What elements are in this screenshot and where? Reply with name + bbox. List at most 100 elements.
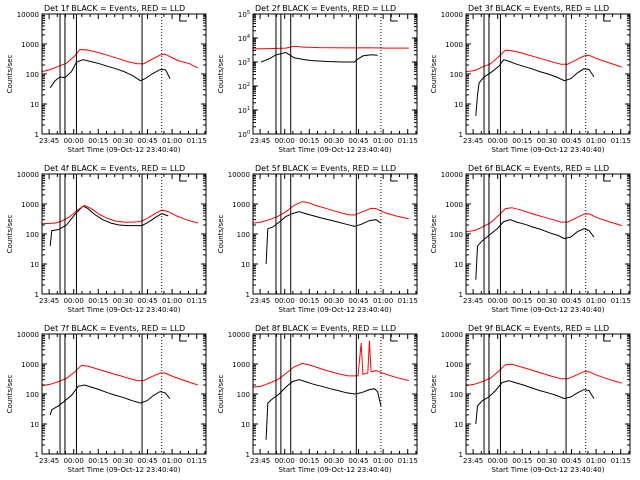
y-tick-label: 100	[238, 130, 250, 139]
series-line-events	[475, 380, 595, 425]
plot-frame	[41, 333, 207, 455]
plot-title: Det 7f BLACK = Events, RED = LLD	[44, 324, 185, 333]
x-tick-label: 01:00	[162, 297, 182, 305]
detector-plot-4: Det 4f BLACK = Events, RED = LLD 1 10 100 10…	[6, 164, 207, 314]
x-tick-label: 00:30	[537, 457, 557, 465]
y-tick-label: 10	[241, 421, 250, 429]
y-tick-label: 10000	[441, 11, 463, 19]
plot-title: Det 2f BLACK = Events, RED = LLD	[255, 4, 396, 13]
y-tick-label: 10	[454, 421, 463, 429]
x-tick-label: 00:30	[537, 297, 557, 305]
x-tick-label: 00:15	[512, 297, 532, 305]
y-tick-label: 101	[238, 106, 250, 115]
x-tick-label: 01:00	[586, 297, 606, 305]
x-tick-label: 23:45	[39, 457, 59, 465]
x-tick-label: 01:15	[611, 297, 631, 305]
x-tick-label: 00:00	[275, 457, 295, 465]
x-tick-label: 01:15	[398, 297, 418, 305]
y-tick-label: 1000	[21, 201, 39, 209]
x-tick-label: 00:00	[488, 137, 508, 145]
x-tick-label: 00:30	[537, 137, 557, 145]
plot-frame	[252, 13, 418, 135]
y-tick-label: 1000	[21, 361, 39, 369]
x-tick-label: 23:45	[39, 297, 59, 305]
y-tick-label: 1	[35, 451, 39, 459]
x-tick-label: 01:15	[187, 297, 207, 305]
x-tick-label: 01:00	[586, 137, 606, 145]
x-tick-label: 23:45	[463, 297, 483, 305]
flag-bracket	[179, 14, 187, 22]
series-line-lld	[252, 201, 409, 224]
y-tick-label: 102	[238, 82, 250, 91]
series-line-lld	[41, 49, 199, 73]
plot-title: Det 4f BLACK = Events, RED = LLD	[44, 164, 185, 173]
series-line-events	[475, 219, 595, 280]
x-tick-label: 00:45	[137, 297, 157, 305]
detector-plot-2: Det 2f BLACK = Events, RED = LLD 100 101 10…	[217, 4, 418, 154]
x-tick-label: 01:15	[398, 137, 418, 145]
y-tick-label: 1	[246, 451, 250, 459]
y-tick-label: 1	[35, 291, 39, 299]
y-tick-label: 1	[35, 131, 39, 139]
x-tick-label: 23:45	[250, 137, 270, 145]
flag-bracket	[603, 174, 611, 182]
y-tick-label: 100	[26, 391, 39, 399]
x-tick-label: 00:15	[88, 457, 108, 465]
y-tick-label: 10000	[441, 171, 463, 179]
plot-title: Det 1f BLACK = Events, RED = LLD	[44, 4, 185, 13]
plot-title: Det 9f BLACK = Events, RED = LLD	[468, 324, 609, 333]
x-tick-label: 01:15	[398, 457, 418, 465]
y-tick-label: 1000	[445, 361, 463, 369]
x-tick-label: 00:30	[113, 137, 133, 145]
x-tick-label: 23:45	[463, 457, 483, 465]
x-axis-label: Start Time (09-Oct-12 23:40:40)	[492, 306, 605, 314]
detector-plot-8: Det 8f BLACK = Events, RED = LLD 1 10 100 10…	[217, 324, 418, 474]
x-tick-label: 00:45	[348, 457, 368, 465]
detector-plot-1: Det 1f BLACK = Events, RED = LLD 1 10 100 10…	[6, 4, 207, 154]
plot-frame	[41, 13, 207, 135]
y-tick-label: 10000	[17, 171, 39, 179]
x-tick-label: 01:00	[373, 457, 393, 465]
x-tick-label: 00:00	[64, 457, 84, 465]
x-tick-label: 00:30	[324, 457, 344, 465]
series-line-events	[49, 205, 169, 246]
y-tick-label: 100	[26, 231, 39, 239]
plot-title: Det 8f BLACK = Events, RED = LLD	[255, 324, 396, 333]
y-axis-label: Counts/sec	[6, 55, 14, 94]
x-tick-label: 00:45	[561, 297, 581, 305]
flag-bracket	[603, 334, 611, 342]
x-tick-label: 00:30	[113, 297, 133, 305]
y-axis-label: Counts/sec	[430, 215, 438, 254]
x-tick-label: 00:00	[64, 297, 84, 305]
y-tick-label: 100	[237, 231, 250, 239]
x-tick-label: 01:00	[586, 457, 606, 465]
plot-frame	[252, 333, 418, 455]
y-tick-label: 10	[454, 101, 463, 109]
flag-bracket	[179, 334, 187, 342]
y-axis-label: Counts/sec	[217, 215, 225, 254]
y-tick-label: 100	[26, 71, 39, 79]
x-tick-label: 00:15	[299, 137, 319, 145]
y-tick-label: 1000	[445, 41, 463, 49]
series-line-lld	[252, 340, 409, 388]
y-axis-label: Counts/sec	[430, 55, 438, 94]
y-tick-label: 10	[454, 261, 463, 269]
y-tick-label: 100	[237, 391, 250, 399]
plot-frame	[252, 173, 418, 295]
flag-bracket	[603, 14, 611, 22]
plot-frame	[465, 333, 631, 455]
x-axis-label: Start Time (09-Oct-12 23:40:40)	[68, 146, 181, 154]
series-line-lld	[465, 49, 622, 73]
x-tick-label: 01:15	[187, 137, 207, 145]
series-line-lld	[41, 364, 198, 387]
series-line-lld	[465, 207, 622, 233]
detector-plot-3: Det 3f BLACK = Events, RED = LLD 1 10 100 10…	[430, 4, 631, 154]
y-tick-label: 10000	[17, 11, 39, 19]
x-tick-label: 23:45	[250, 457, 270, 465]
y-tick-label: 10000	[228, 171, 250, 179]
y-axis-label: Counts/sec	[6, 215, 14, 254]
y-tick-label: 1000	[232, 361, 250, 369]
y-tick-label: 104	[238, 34, 250, 43]
x-axis-label: Start Time (09-Oct-12 23:40:40)	[279, 306, 392, 314]
flag-bracket	[179, 174, 187, 182]
